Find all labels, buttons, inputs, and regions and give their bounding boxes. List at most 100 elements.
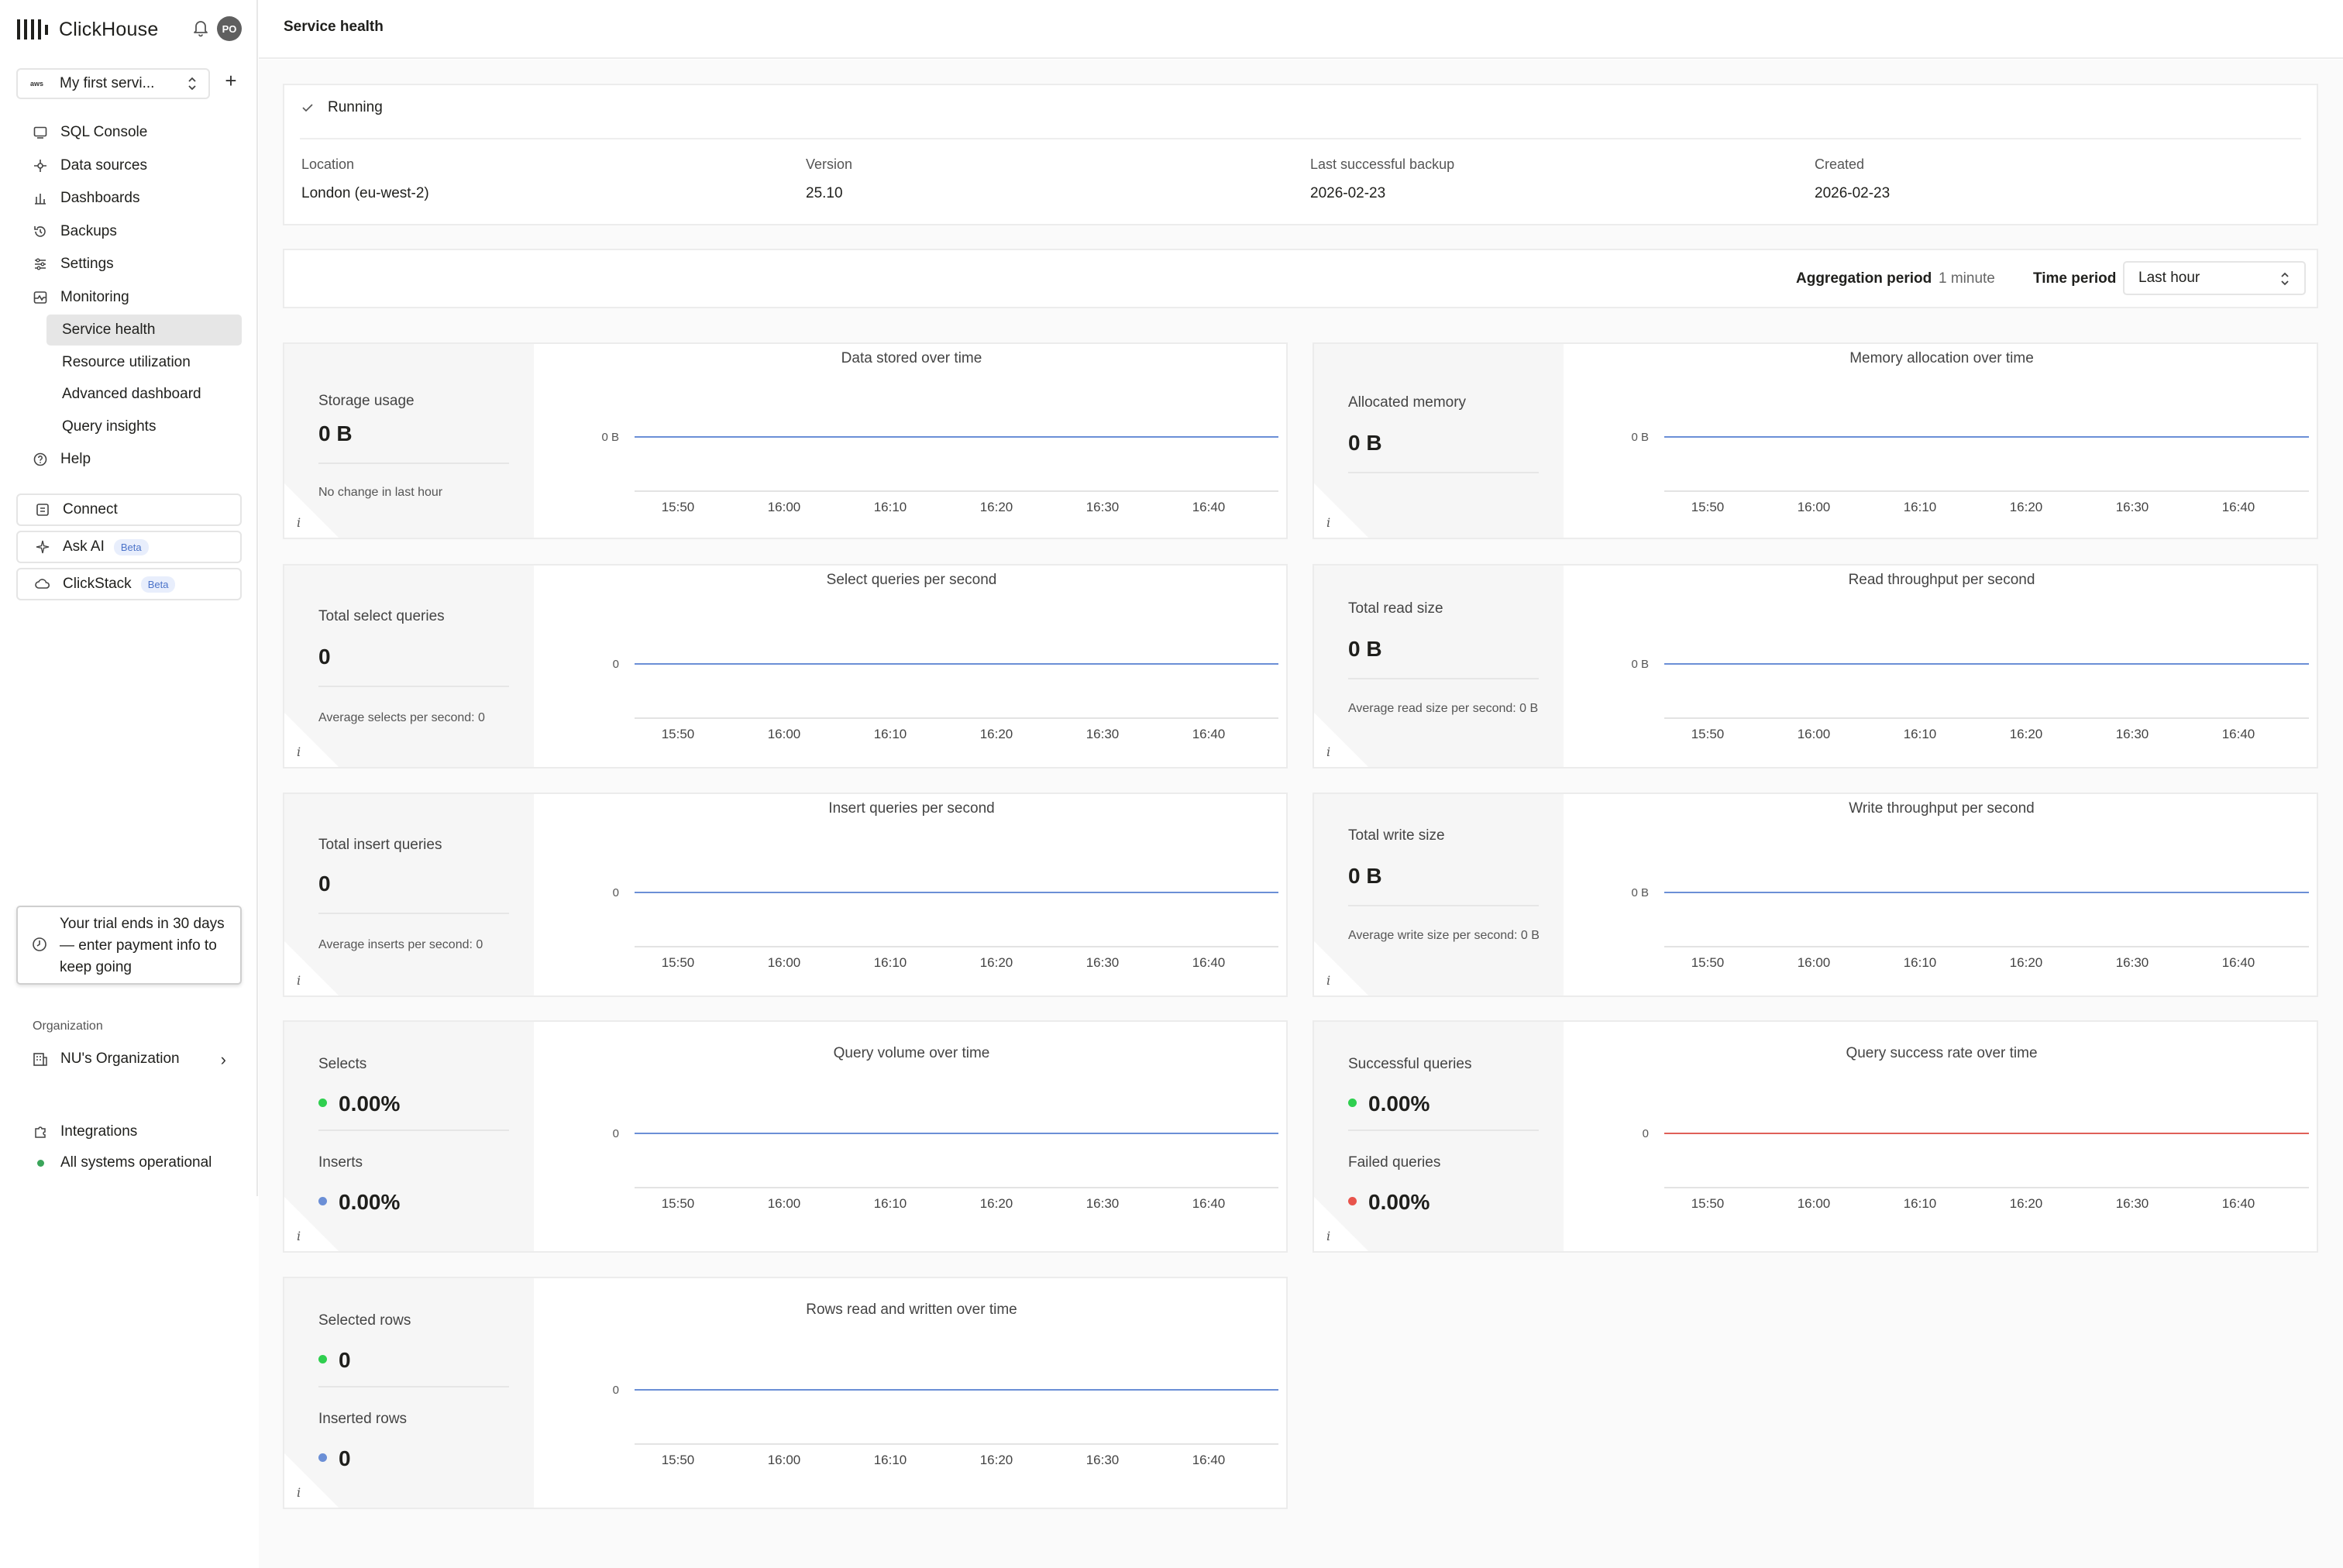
nav-label: Monitoring (60, 288, 129, 305)
aggregation-period-value[interactable]: 1 minute (1939, 270, 1995, 287)
x-tick-label: 16:30 (2116, 500, 2149, 514)
info-icon[interactable]: i (1326, 744, 1331, 759)
x-tick-label: 16:30 (1086, 955, 1120, 970)
metric-note: Average inserts per second: 0 (318, 938, 483, 951)
metric-label: Total insert queries (318, 837, 442, 853)
metric-note: Average read size per second: 0 B (1348, 702, 1539, 715)
service-name: My first servi... (60, 75, 155, 91)
nav-service-health[interactable]: Service health (46, 315, 242, 346)
line-chart[interactable]: 0 15:50 16:00 16:10 16:20 16:30 16:40 (534, 566, 1288, 769)
metric-summary: Allocated memory 0 B i (1314, 344, 1564, 538)
divider (1348, 472, 1539, 473)
metric-label: Successful queries (1348, 1056, 1472, 1072)
x-tick-label: 16:10 (874, 1196, 907, 1211)
chart-title: Insert queries per second (828, 800, 995, 817)
metric-value: 0 B (318, 421, 353, 446)
info-icon[interactable]: i (297, 1485, 301, 1500)
metric-note: Average selects per second: 0 (318, 711, 485, 724)
clickstack-button[interactable]: ClickStack Beta (16, 568, 242, 600)
info-icon[interactable]: i (1326, 515, 1331, 530)
metric-summary: Total read size 0 B Average read size per … (1314, 566, 1564, 767)
line-chart[interactable]: 0 15:50 16:00 16:10 16:20 16:30 16:40 (534, 1278, 1288, 1509)
nav-monitoring[interactable]: Monitoring (15, 281, 242, 315)
nav-settings[interactable]: Settings (15, 248, 242, 281)
console-icon (33, 125, 48, 140)
line-chart[interactable]: 0 B 15:50 16:00 16:10 16:20 16:30 16:40 (534, 344, 1288, 539)
info-icon[interactable]: i (297, 973, 301, 988)
line-chart[interactable]: 0 15:50 16:00 16:10 16:20 16:30 16:40 (534, 1022, 1288, 1253)
legend-dot-icon (318, 1099, 327, 1108)
status-dot-icon (33, 1155, 48, 1171)
corner-decoration (1314, 941, 1368, 995)
beta-badge: Beta (140, 576, 176, 593)
avatar[interactable]: PO (217, 16, 242, 41)
metric-value: 0 (318, 872, 331, 896)
nav-label: Help (60, 450, 91, 467)
nav-advanced-dashboard[interactable]: Advanced dashboard (62, 386, 201, 403)
service-selector[interactable]: aws My first servi... (16, 68, 210, 99)
integrations-label: Integrations (60, 1123, 138, 1140)
connect-button[interactable]: Connect (16, 493, 242, 526)
line-chart[interactable]: 0 B 15:50 16:00 16:10 16:20 16:30 16:40 (1564, 794, 2318, 997)
x-tick-label: 16:10 (874, 500, 907, 514)
logo[interactable]: ClickHouse (17, 14, 158, 45)
nav-label: Settings (60, 256, 114, 273)
beta-badge: Beta (113, 538, 149, 555)
metric-value-text: 0 (318, 645, 331, 669)
line-chart[interactable]: 0 B 15:50 16:00 16:10 16:20 16:30 16:40 (1564, 566, 2318, 769)
ask-ai-button[interactable]: Ask AI Beta (16, 531, 242, 563)
system-status-link[interactable]: All systems operational (33, 1151, 212, 1174)
x-tick-label: 16:40 (2222, 727, 2255, 741)
chart-title: Select queries per second (826, 572, 997, 588)
metric-summary: Total select queries 0 Average selects per… (284, 566, 534, 767)
line-chart[interactable]: 0 15:50 16:00 16:10 16:20 16:30 16:40 (1564, 1022, 2318, 1253)
integrations-link[interactable]: Integrations (33, 1120, 137, 1143)
x-tick-label: 16:20 (980, 1196, 1013, 1211)
metric-value: 0 B (1348, 431, 1382, 456)
time-period-value: Last hour (2138, 270, 2200, 286)
clickstack-label: ClickStack (63, 576, 132, 592)
nav-query-insights[interactable]: Query insights (62, 418, 157, 435)
main-nav: SQL Console Data sources Dashboards Back… (15, 116, 242, 476)
nav-data-sources[interactable]: Data sources (15, 150, 242, 183)
metric-summary: Total write size 0 B Average write size pe… (1314, 794, 1564, 995)
line-chart[interactable]: 0 B 15:50 16:00 16:10 16:20 16:30 16:40 (1564, 344, 2318, 539)
bell-icon[interactable] (192, 19, 209, 37)
divider (318, 462, 509, 464)
info-icon[interactable]: i (297, 515, 301, 530)
info-icon[interactable]: i (1326, 1229, 1331, 1243)
x-tick-label: 16:20 (980, 500, 1013, 514)
trial-banner[interactable]: Your trial ends in 30 days — enter payme… (16, 906, 242, 985)
add-service-button[interactable]: + (225, 69, 237, 92)
metric-summary: Storage usage 0 B No change in last hour i (284, 344, 534, 538)
nav-sql-console[interactable]: SQL Console (15, 116, 242, 150)
info-icon[interactable]: i (297, 1229, 301, 1243)
nav-help[interactable]: Help (15, 443, 242, 476)
line-chart[interactable]: 0 15:50 16:00 16:10 16:20 16:30 16:40 (534, 794, 1288, 997)
legend-dot-icon (1348, 1099, 1357, 1108)
dashboard-icon (33, 191, 48, 206)
nav-backups[interactable]: Backups (15, 215, 242, 249)
x-tick-label: 15:50 (1691, 500, 1725, 514)
nav-resource-utilization[interactable]: Resource utilization (62, 353, 191, 370)
time-period-label: Time period (2033, 270, 2117, 287)
backup-icon (33, 224, 48, 239)
metric-value-text: 0.00% (1368, 1190, 1430, 1214)
metric-note: Average write size per second: 0 B (1348, 929, 1540, 942)
y-tick-label: 0 (613, 886, 619, 899)
chart-title: Write throughput per second (1849, 800, 2035, 817)
metric-label: Total select queries (318, 608, 445, 624)
x-tick-label: 16:00 (768, 1453, 801, 1467)
organization-selector[interactable]: NU's Organization › (33, 1047, 226, 1071)
x-tick-label: 16:20 (980, 1453, 1013, 1467)
info-icon[interactable]: i (297, 744, 301, 759)
x-tick-label: 15:50 (662, 727, 695, 741)
service-state: Running (300, 99, 383, 116)
time-period-select[interactable]: Last hour (2123, 261, 2306, 295)
x-tick-label: 16:00 (1798, 955, 1831, 970)
info-icon[interactable]: i (1326, 973, 1331, 988)
x-tick-label: 15:50 (1691, 1196, 1725, 1211)
corner-decoration (284, 483, 339, 538)
chevron-right-icon: › (220, 1050, 226, 1069)
nav-dashboards[interactable]: Dashboards (15, 182, 242, 215)
